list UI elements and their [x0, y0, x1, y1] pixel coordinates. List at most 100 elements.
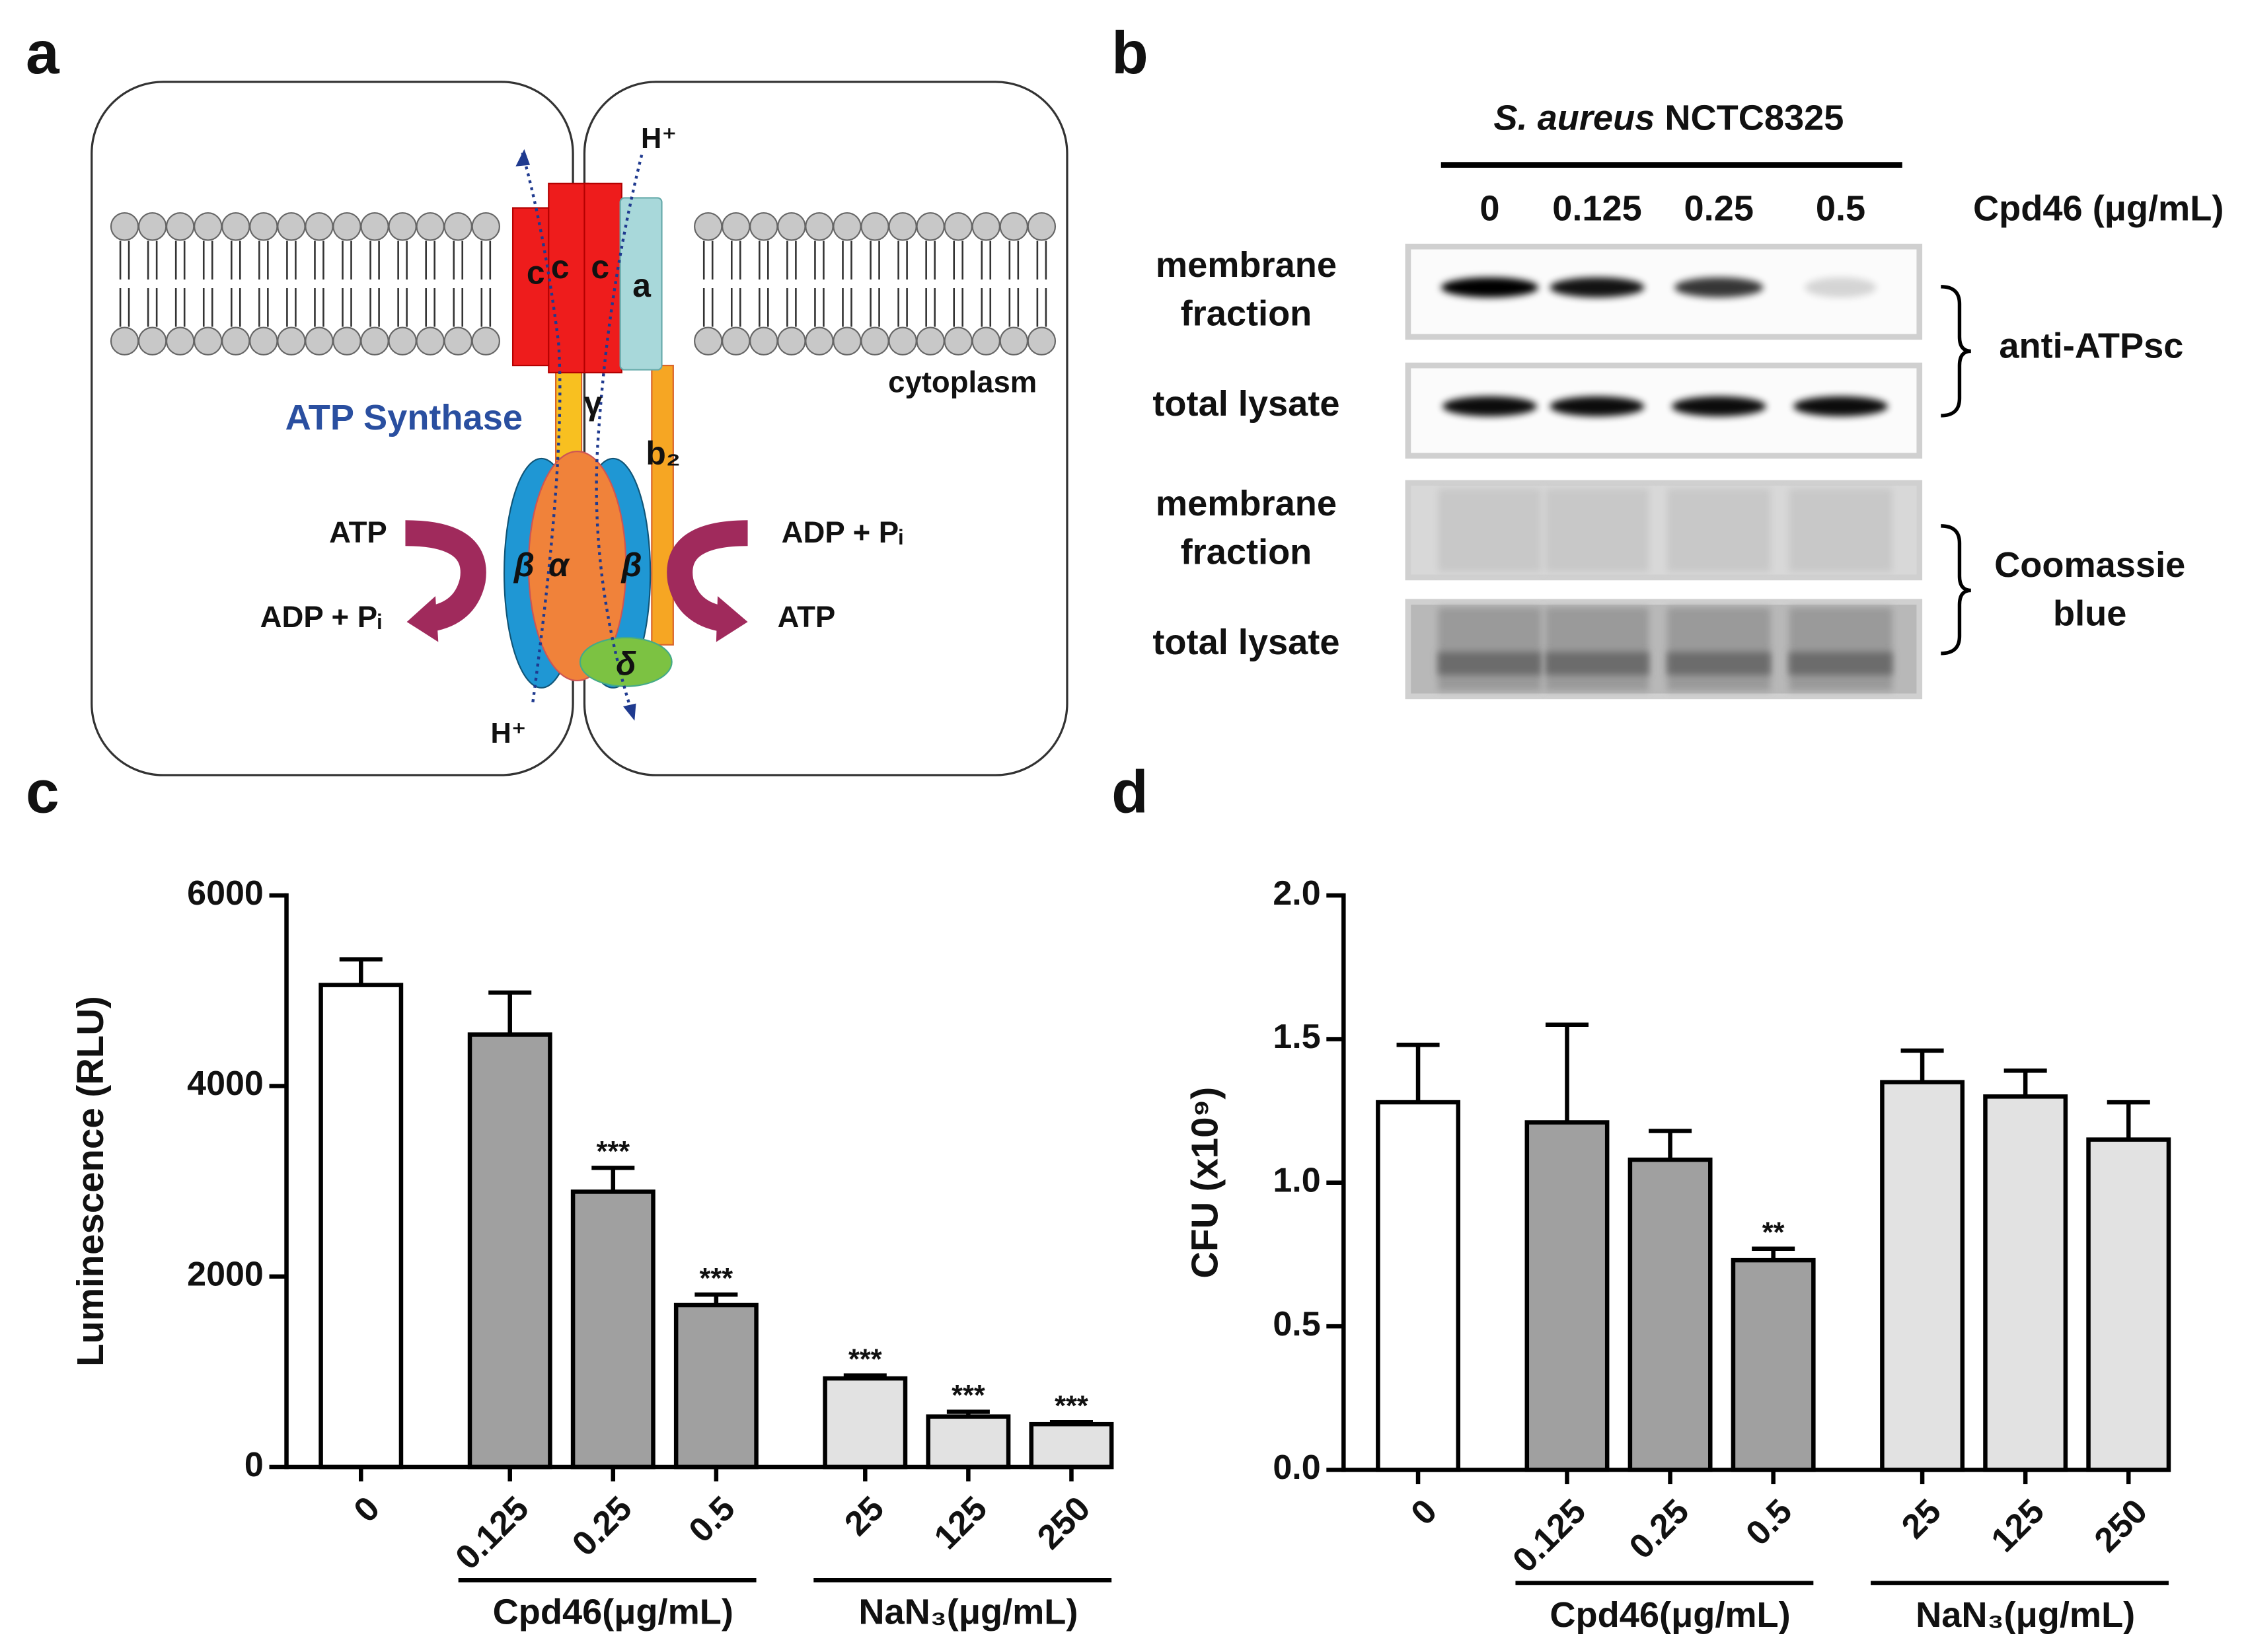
y-tick-label: 4000	[187, 1065, 264, 1103]
subunit-label: c	[591, 248, 609, 285]
lipid-head	[749, 326, 778, 356]
band	[1441, 277, 1539, 298]
row-label: fraction	[1181, 294, 1312, 334]
x-tick-label: 0.5	[682, 1489, 743, 1550]
lipid-head	[443, 212, 472, 241]
cell-outline	[583, 81, 1068, 776]
label: H⁺	[490, 718, 526, 749]
significance-label: ***	[700, 1263, 733, 1295]
proton-path	[519, 149, 562, 702]
lipid-head	[1027, 326, 1057, 356]
lipid-head	[999, 212, 1028, 241]
membrane	[110, 212, 1057, 356]
significance-label: ***	[596, 1136, 630, 1168]
concentration-label: 0.5	[1816, 188, 1865, 228]
y-tick-label: 0.5	[1273, 1305, 1320, 1343]
lipid-head	[971, 326, 1000, 356]
lipid-head	[833, 326, 862, 356]
band	[1442, 396, 1537, 417]
x-tick-label: 0.125	[1505, 1492, 1593, 1580]
strain: NCTC8325	[1665, 98, 1844, 138]
label: ADP + Pᵢ	[260, 600, 382, 634]
b2-subunit	[651, 364, 674, 646]
lipid-head	[305, 326, 334, 356]
y-tick-label: 1.0	[1273, 1161, 1320, 1199]
species: S. aureus	[1493, 98, 1655, 138]
lipid-head	[416, 212, 445, 241]
lipid-head	[749, 212, 778, 241]
delta-subunit	[579, 636, 673, 687]
subunit-label: γ	[584, 385, 603, 422]
bar	[318, 983, 404, 1470]
lipid-head	[722, 326, 751, 356]
lipid-head	[1027, 212, 1057, 241]
row-label: total lysate	[1152, 384, 1339, 424]
bar	[1029, 1421, 1114, 1470]
lipid-head	[194, 326, 223, 356]
bar	[1731, 1258, 1816, 1472]
lipid-head	[777, 212, 806, 241]
concentration-label: 0	[1479, 188, 1499, 228]
lipid-head	[777, 326, 806, 356]
band	[1793, 396, 1889, 417]
lipid-head	[805, 326, 834, 356]
x-tick-label: 0.125	[449, 1489, 537, 1577]
bar	[1628, 1157, 1713, 1472]
panel-label: c	[26, 759, 59, 826]
row-label: total lysate	[1152, 622, 1339, 662]
bar	[570, 1189, 655, 1470]
western-blot: S. aureus NCTC8325 Cpd46 (μg/mL) anti-AT…	[1152, 98, 2224, 700]
x-tick-label: 0.25	[1622, 1492, 1697, 1567]
bar	[673, 1302, 759, 1470]
x-tick-label: 0	[347, 1489, 387, 1530]
unit-label: Cpd46 (μg/mL)	[1973, 188, 2224, 228]
lipid-head	[888, 326, 917, 356]
lipid-head	[332, 326, 361, 356]
subunit-label: a	[632, 267, 652, 304]
subunit-label: β	[513, 546, 535, 583]
lipid-head	[916, 212, 945, 241]
lipid-head	[471, 326, 500, 356]
alpha-subunit	[527, 451, 627, 682]
lane-band	[1438, 652, 1542, 675]
lane	[1789, 607, 1892, 691]
x-tick-label: 250	[2087, 1492, 2155, 1559]
concentration-label: 0.125	[1552, 188, 1642, 228]
lipid-head	[833, 212, 862, 241]
lipid-head	[805, 212, 834, 241]
bar	[1880, 1080, 1965, 1472]
label: ATP	[329, 515, 387, 549]
lipid-head	[388, 326, 417, 356]
c-subunit	[583, 182, 622, 373]
bracket	[1941, 285, 1971, 418]
arrowhead	[406, 596, 439, 642]
band	[1671, 396, 1766, 417]
lane	[1545, 488, 1649, 572]
lipid-head	[388, 212, 417, 241]
lipid-head	[999, 326, 1028, 356]
lipid-head	[166, 326, 195, 356]
y-tick-label: 1.5	[1273, 1018, 1320, 1056]
x-tick-label: 125	[1984, 1492, 2052, 1559]
arrowhead	[622, 703, 636, 721]
y-axis-label: CFU (x10⁹)	[1183, 1087, 1225, 1279]
lipid-head	[694, 212, 723, 241]
lipid-head	[971, 212, 1000, 241]
lane	[1438, 607, 1542, 691]
lipid-head	[110, 212, 139, 241]
lipid-head	[944, 326, 973, 356]
lipid-head	[249, 326, 278, 356]
stain-label: blue	[2053, 594, 2126, 634]
stain-label: Coomassie	[1994, 545, 2185, 585]
subunit-label: β	[620, 546, 642, 583]
lipid-head	[916, 326, 945, 356]
lane	[1545, 607, 1649, 691]
arrowhead	[515, 149, 531, 167]
significance-label: **	[1762, 1217, 1785, 1249]
lipid-head	[360, 212, 389, 241]
lane-band	[1789, 652, 1892, 675]
lipid-head	[249, 212, 278, 241]
group-label: NaN₃(μg/mL)	[858, 1593, 1078, 1632]
